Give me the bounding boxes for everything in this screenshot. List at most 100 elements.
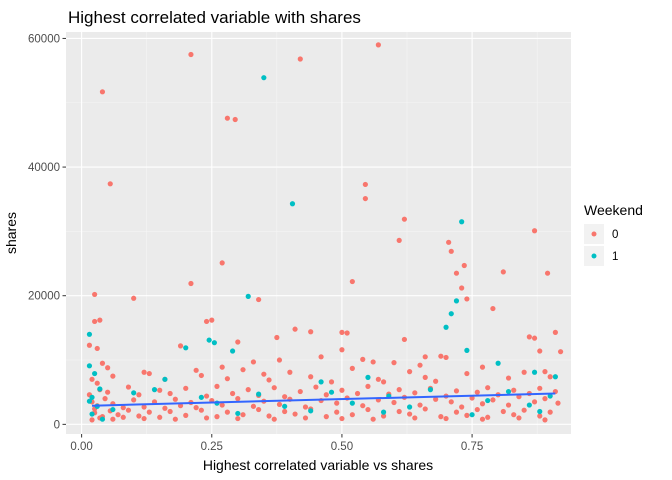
legend-label: 1 [612, 251, 618, 263]
point-weekend-0 [526, 334, 532, 340]
point-weekend-0 [107, 181, 113, 187]
point-weekend-1 [448, 311, 454, 317]
point-weekend-0 [422, 354, 428, 360]
point-weekend-0 [505, 402, 512, 408]
x-tick-label: 0.00 [70, 441, 92, 453]
point-weekend-0 [183, 412, 189, 418]
point-weekend-0 [401, 336, 407, 343]
point-weekend-1 [151, 387, 158, 393]
point-weekend-0 [274, 334, 280, 341]
point-weekend-1 [349, 400, 355, 406]
point-weekend-0 [240, 412, 246, 418]
point-weekend-0 [89, 417, 95, 423]
point-weekend-1 [245, 293, 251, 299]
point-weekend-0 [547, 374, 553, 380]
point-weekend-1 [89, 394, 95, 400]
point-weekend-0 [422, 406, 428, 412]
point-weekend-0 [459, 404, 465, 410]
point-weekend-0 [542, 396, 548, 402]
point-weekend-0 [433, 396, 439, 402]
point-weekend-0 [557, 349, 564, 355]
point-weekend-0 [323, 414, 329, 420]
point-weekend-1 [469, 412, 475, 418]
point-weekend-1 [206, 337, 212, 343]
point-weekend-0 [412, 415, 418, 421]
point-weekend-0 [235, 415, 241, 422]
point-weekend-0 [92, 291, 98, 298]
point-weekend-0 [94, 345, 100, 352]
point-weekend-0 [334, 400, 340, 406]
point-weekend-0 [172, 416, 178, 422]
point-weekend-1 [235, 410, 241, 417]
point-weekend-0 [224, 115, 230, 121]
point-weekend-0 [172, 396, 178, 402]
point-weekend-0 [391, 360, 397, 366]
point-weekend-1 [110, 406, 116, 413]
point-weekend-0 [157, 387, 163, 393]
point-weekend-0 [276, 401, 283, 408]
point-weekend-0 [417, 362, 423, 368]
point-weekend-0 [531, 399, 538, 405]
point-weekend-0 [490, 397, 496, 403]
point-weekend-0 [453, 388, 460, 394]
point-weekend-0 [360, 403, 366, 409]
point-weekend-0 [99, 89, 106, 95]
point-weekend-0 [516, 415, 522, 421]
legend-title: Weekend [584, 202, 643, 218]
point-weekend-0 [282, 408, 288, 415]
point-weekend-0 [141, 404, 147, 410]
point-weekend-0 [339, 387, 345, 393]
point-weekend-1 [86, 363, 93, 369]
point-weekend-0 [334, 409, 340, 415]
point-weekend-0 [177, 343, 184, 349]
point-weekend-0 [464, 370, 470, 377]
point-weekend-0 [354, 390, 361, 397]
point-weekend-0 [203, 318, 210, 325]
point-weekend-0 [105, 365, 111, 371]
point-weekend-0 [521, 407, 527, 413]
point-weekend-0 [474, 406, 480, 413]
point-weekend-0 [511, 412, 517, 418]
point-weekend-0 [453, 409, 460, 415]
point-weekend-0 [292, 411, 298, 417]
data-points [86, 42, 564, 423]
point-weekend-0 [362, 181, 368, 188]
point-weekend-0 [219, 364, 225, 370]
point-weekend-0 [396, 408, 402, 415]
point-weekend-0 [250, 359, 257, 365]
point-weekend-1 [162, 376, 168, 382]
point-weekend-0 [120, 414, 126, 420]
point-weekend-0 [479, 364, 486, 370]
x-axis-title: Highest correlated variable vs shares [203, 457, 433, 473]
point-weekend-1 [407, 404, 413, 410]
point-weekend-0 [433, 378, 439, 384]
point-weekend-0 [146, 409, 152, 415]
point-weekend-0 [464, 296, 470, 302]
point-weekend-0 [120, 405, 126, 411]
point-weekend-0 [198, 372, 204, 379]
point-weekend-0 [344, 330, 350, 336]
point-weekend-0 [141, 369, 147, 375]
point-weekend-0 [537, 348, 543, 354]
point-weekend-0 [438, 414, 444, 420]
point-weekend-1 [211, 340, 217, 346]
point-weekend-0 [505, 375, 512, 381]
point-weekend-0 [370, 416, 376, 422]
point-weekend-1 [92, 370, 98, 377]
x-tick-label: 0.25 [201, 441, 223, 453]
point-weekend-0 [146, 370, 152, 377]
point-weekend-0 [417, 402, 423, 408]
point-weekend-1 [318, 379, 324, 385]
point-weekend-1 [453, 298, 460, 304]
point-weekend-1 [282, 403, 288, 409]
plot-panel [66, 32, 571, 434]
point-weekend-0 [292, 326, 298, 332]
point-weekend-0 [193, 367, 199, 373]
point-weekend-0 [232, 116, 238, 123]
point-weekend-1 [459, 219, 465, 225]
point-weekend-0 [266, 377, 272, 383]
point-weekend-1 [131, 390, 137, 396]
point-weekend-0 [422, 374, 428, 380]
point-weekend-0 [328, 379, 335, 385]
